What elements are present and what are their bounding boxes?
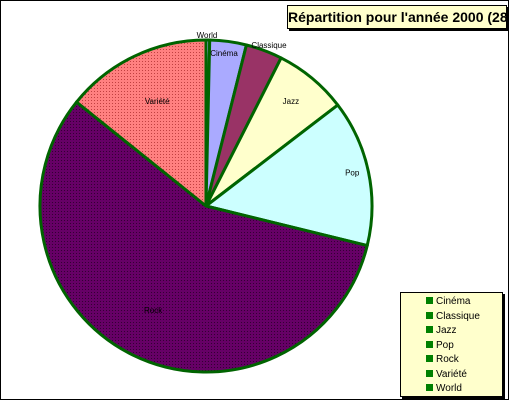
pie-slice-variete (75, 38, 208, 208)
legend-swatch (426, 369, 433, 377)
slice-label-rock: Rock (144, 306, 163, 315)
slice-label-pop: Pop (345, 168, 360, 177)
legend-item: Jazz (426, 324, 457, 338)
legend-swatch (426, 311, 433, 319)
chart-title: Répartition pour l'année 2000 (28) (287, 5, 509, 29)
legend-item: Cinéma (426, 295, 470, 309)
legend-label: Rock (436, 354, 459, 365)
legend-swatch (426, 354, 433, 362)
legend: Cinéma Classique Jazz Pop Rock Variété W… (400, 292, 503, 397)
slice-label-world: World (197, 31, 218, 40)
slice-label-classique: Classique (251, 41, 287, 50)
legend-item: Variété (426, 368, 467, 382)
legend-label: World (436, 383, 462, 394)
legend-item: Rock (426, 353, 459, 367)
slice-label-cinema: Cinéma (210, 49, 238, 58)
legend-label: Classique (436, 311, 480, 322)
legend-swatch (426, 340, 433, 348)
slice-label-jazz: Jazz (283, 97, 299, 106)
pie-slice-pop (204, 103, 374, 248)
pie-slice-rock (38, 100, 369, 374)
slice-label-variete: Variété (145, 97, 170, 106)
legend-item: World (426, 382, 462, 396)
legend-label: Pop (436, 340, 454, 351)
legend-label: Jazz (436, 325, 457, 336)
legend-item: Classique (426, 310, 480, 324)
legend-swatch (426, 296, 433, 304)
legend-swatch (426, 325, 433, 333)
legend-swatch (426, 383, 433, 391)
legend-item: Pop (426, 339, 454, 353)
legend-label: Variété (436, 369, 467, 380)
legend-label: Cinéma (436, 296, 471, 307)
